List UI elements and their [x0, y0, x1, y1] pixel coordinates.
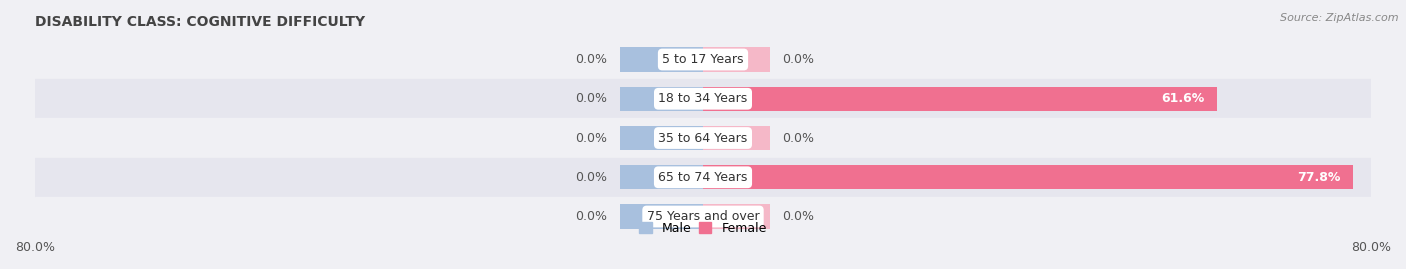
Text: 0.0%: 0.0% — [575, 53, 607, 66]
Text: Source: ZipAtlas.com: Source: ZipAtlas.com — [1281, 13, 1399, 23]
Text: 0.0%: 0.0% — [575, 171, 607, 184]
Text: 5 to 17 Years: 5 to 17 Years — [662, 53, 744, 66]
Bar — [35, 118, 1371, 158]
Legend: Male, Female: Male, Female — [634, 217, 772, 240]
Text: 18 to 34 Years: 18 to 34 Years — [658, 92, 748, 105]
Bar — [620, 47, 703, 72]
Text: 65 to 74 Years: 65 to 74 Years — [658, 171, 748, 184]
Text: 61.6%: 61.6% — [1161, 92, 1205, 105]
Text: 0.0%: 0.0% — [575, 210, 607, 223]
Bar — [620, 165, 703, 189]
Text: 35 to 64 Years: 35 to 64 Years — [658, 132, 748, 144]
Bar — [35, 79, 1371, 118]
Bar — [703, 165, 1353, 189]
Bar — [620, 126, 703, 150]
Bar — [703, 47, 770, 72]
Text: 0.0%: 0.0% — [575, 92, 607, 105]
Bar — [703, 126, 770, 150]
Text: DISABILITY CLASS: COGNITIVE DIFFICULTY: DISABILITY CLASS: COGNITIVE DIFFICULTY — [35, 15, 366, 29]
Text: 77.8%: 77.8% — [1296, 171, 1340, 184]
Text: 0.0%: 0.0% — [575, 132, 607, 144]
Bar — [35, 158, 1371, 197]
Bar — [703, 204, 770, 229]
Text: 0.0%: 0.0% — [782, 53, 814, 66]
Bar — [620, 87, 703, 111]
Bar — [703, 87, 1218, 111]
Bar — [35, 197, 1371, 236]
Text: 0.0%: 0.0% — [782, 210, 814, 223]
Text: 75 Years and over: 75 Years and over — [647, 210, 759, 223]
Bar — [35, 40, 1371, 79]
Bar — [620, 204, 703, 229]
Text: 0.0%: 0.0% — [782, 132, 814, 144]
